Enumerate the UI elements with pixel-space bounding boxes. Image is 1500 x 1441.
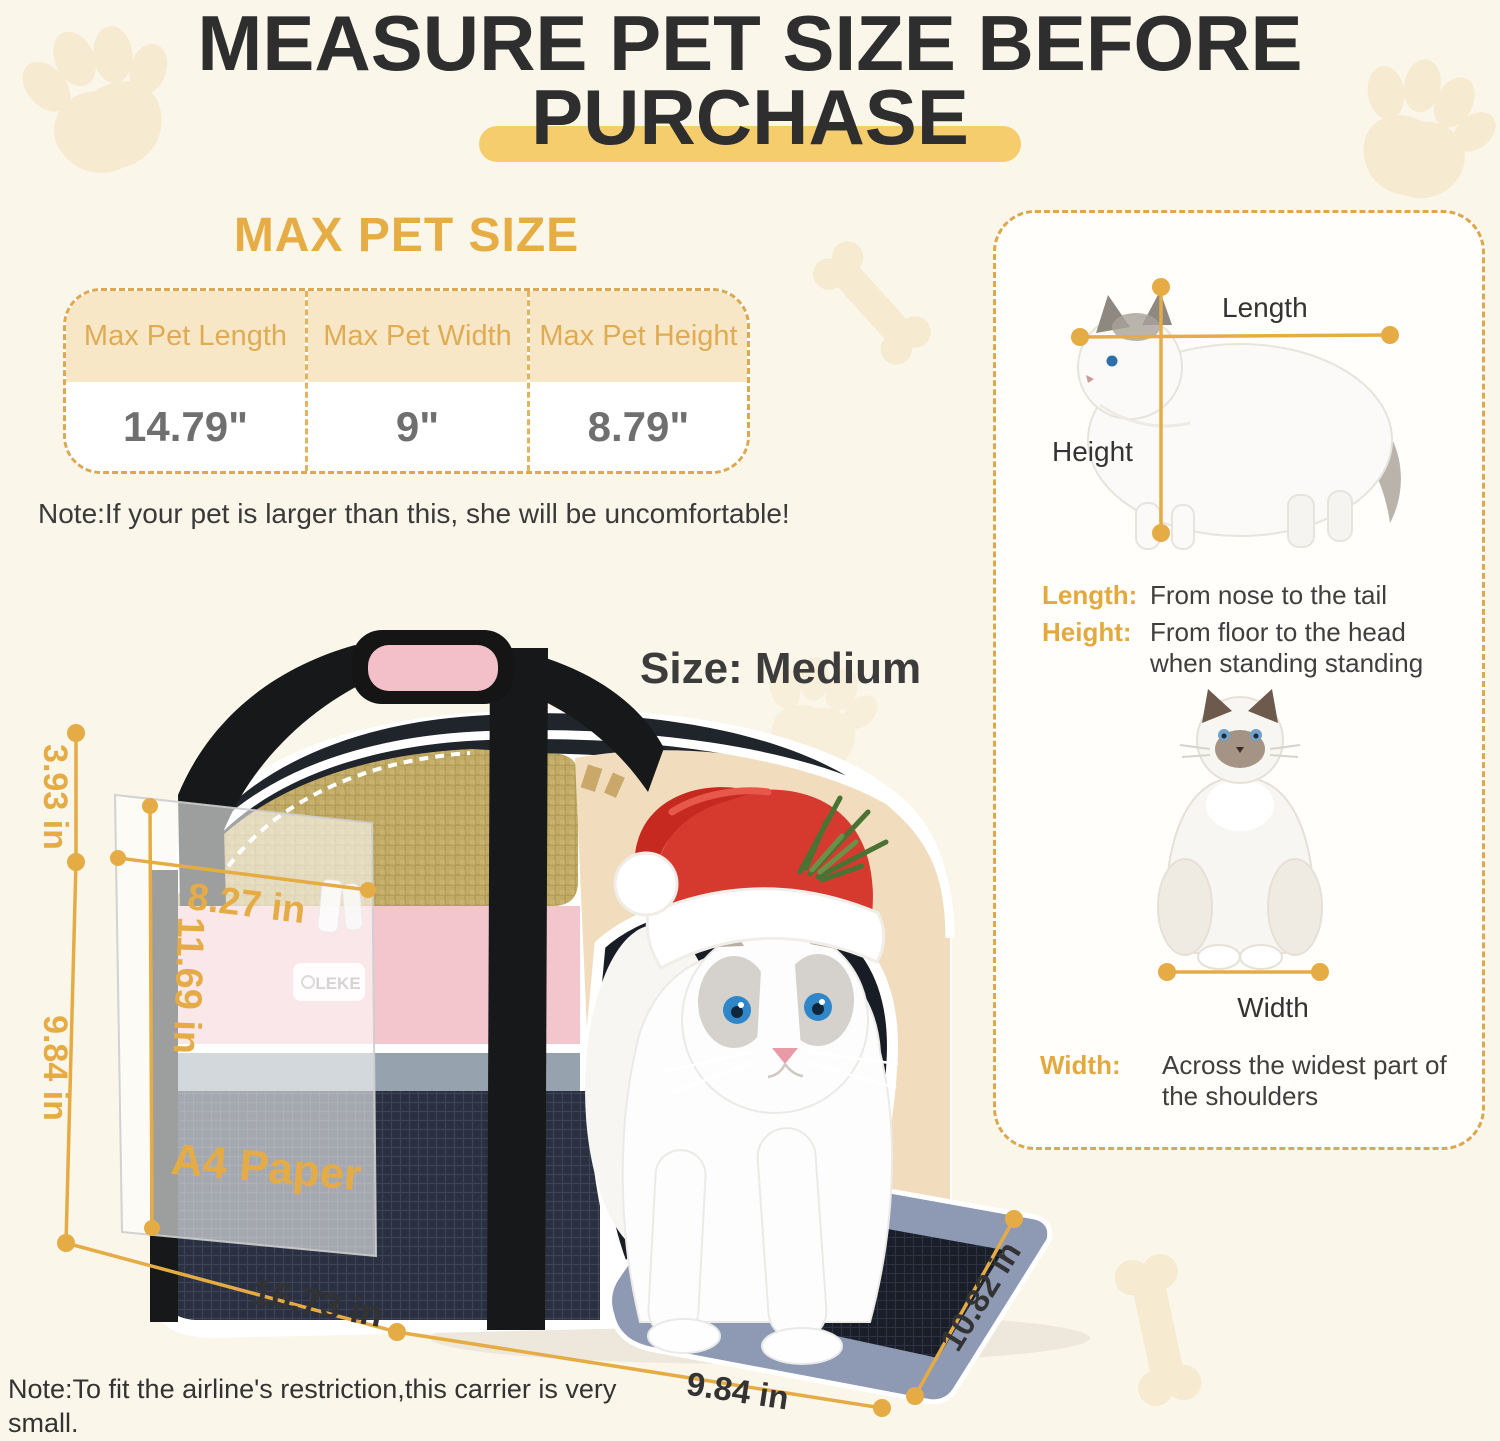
column-value: 14.79"	[66, 382, 305, 471]
column-header: Max Pet Width	[308, 291, 527, 382]
column-value: 8.79"	[530, 382, 747, 471]
front-cat-width-line	[1158, 963, 1329, 981]
a4-paper-overlay	[113, 793, 378, 1258]
height-line-label: Height	[1052, 436, 1133, 467]
length-term: Length:	[1042, 580, 1138, 610]
dimension-dots	[57, 724, 1023, 1417]
dim-paper-height: 11.69 in	[165, 916, 212, 1055]
front-cat-illustration	[1157, 689, 1323, 970]
width-definition: Width: Across the widest part of the sho…	[1040, 1050, 1460, 1112]
dim-height-top: 3.93 in	[36, 744, 74, 850]
width-text: Across the widest part of the shoulders	[1162, 1050, 1447, 1111]
length-text: From nose to the tail	[1150, 580, 1387, 610]
side-cat-diagram	[1071, 278, 1401, 550]
length-line-label: Length	[1222, 292, 1308, 323]
max-size-note: Note:If your pet is larger than this, sh…	[38, 498, 790, 529]
width-line-label: Width	[1237, 992, 1309, 1023]
side-cat-lines	[1079, 287, 1391, 533]
page-title: MEASURE PET SIZE BEFORE PURCHASE	[0, 0, 1500, 162]
height-text: From floor to the head when standing sta…	[1150, 617, 1424, 678]
max-pet-size-table: Max Pet Length 14.79" Max Pet Width 9" M…	[63, 288, 750, 474]
column-header: Max Pet Height	[530, 291, 747, 382]
cat-eyes	[723, 993, 832, 1024]
front-cat-diagram	[1157, 689, 1329, 981]
length-definition: Length: From nose to the tail	[1042, 580, 1442, 611]
size-label: Size: Medium	[640, 644, 922, 693]
page-title-line1: MEASURE PET SIZE BEFORE	[197, 0, 1303, 87]
dim-height-bottom: 9.84 in	[36, 1015, 74, 1121]
side-cat-illustration	[1077, 291, 1401, 550]
title-highlight-bar	[479, 126, 1021, 162]
table-column-height: Max Pet Height 8.79"	[527, 291, 747, 471]
carrier-handle	[352, 630, 514, 704]
column-header: Max Pet Length	[66, 291, 305, 382]
page-title-line2: PURCHASE	[531, 73, 969, 161]
max-pet-size-heading: MAX PET SIZE	[233, 209, 580, 262]
santa-hat	[613, 787, 889, 970]
carrier-note: Note:To fit the airline's restriction,th…	[8, 1374, 617, 1438]
cat-whiskers	[661, 1050, 899, 1096]
side-cat-dots	[1071, 278, 1399, 542]
height-term: Height:	[1042, 617, 1132, 647]
table-column-length: Max Pet Length 14.79"	[66, 291, 305, 471]
height-definition: Height: From floor to the head when stan…	[1042, 617, 1432, 679]
width-term: Width:	[1040, 1050, 1121, 1080]
table-column-width: Max Pet Width 9"	[305, 291, 527, 471]
column-value: 9"	[308, 382, 527, 471]
cat-in-carrier	[585, 787, 899, 1365]
pine-sprig-icon	[797, 795, 889, 883]
